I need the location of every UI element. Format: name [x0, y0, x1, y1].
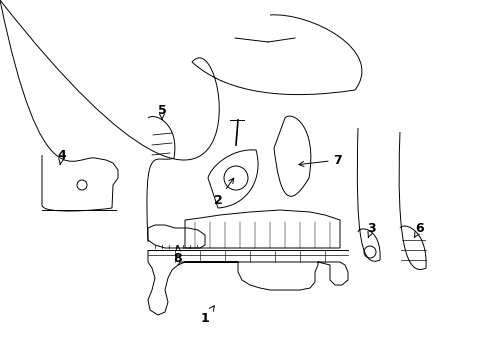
Text: 4: 4	[58, 149, 66, 165]
Text: 7: 7	[298, 153, 342, 166]
Text: 5: 5	[157, 104, 166, 120]
Text: 1: 1	[200, 306, 214, 324]
Text: 2: 2	[213, 178, 233, 207]
Text: 8: 8	[173, 246, 182, 265]
Text: 6: 6	[413, 221, 424, 237]
Text: 3: 3	[367, 221, 376, 237]
